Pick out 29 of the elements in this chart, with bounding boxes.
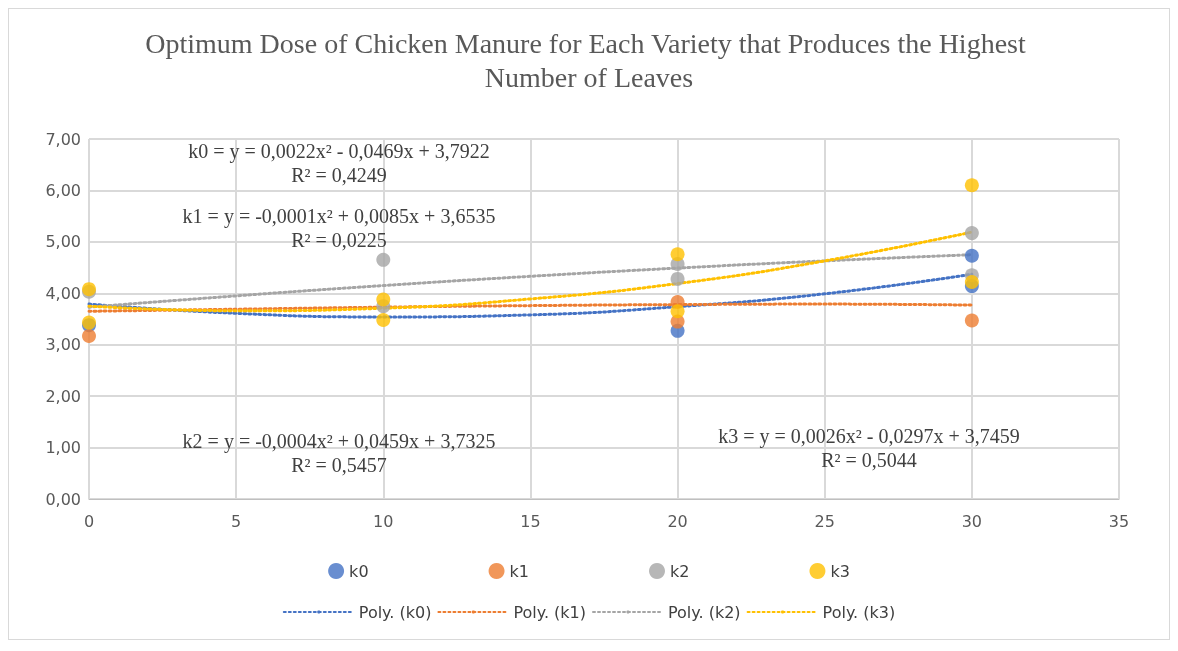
annotation: k3 = y = 0,0026x² - 0,0297x + 3,7459 R² = 0,5044 bbox=[718, 425, 1020, 471]
legend-label: k1 bbox=[509, 561, 530, 581]
legend-label: Poly. (k3) bbox=[822, 602, 896, 622]
annotation: k1 = y = -0,0001x² + 0,0085x + 3,6535 R² = 0,0225 bbox=[182, 205, 496, 251]
y-tick-label: 4,00 bbox=[45, 283, 81, 303]
legend-label: k2 bbox=[670, 561, 690, 581]
y-tick-label: 3,00 bbox=[45, 335, 81, 355]
x-tick-label: 30 bbox=[961, 511, 983, 531]
x-tick-label: 5 bbox=[231, 511, 242, 531]
y-tick-label: 6,00 bbox=[45, 180, 81, 200]
x-tick-label: 25 bbox=[814, 511, 835, 531]
y-tick-label: 7,00 bbox=[45, 129, 81, 149]
y-tick-label: 1,00 bbox=[45, 438, 81, 458]
x-tick-label: 0 bbox=[83, 511, 95, 531]
y-tick-label: 2,00 bbox=[45, 386, 81, 406]
annotation: k2 = y = -0,0004x² + 0,0459x + 3,7325 R² = 0,5457 bbox=[182, 430, 496, 476]
legend-label: k3 bbox=[830, 561, 850, 581]
legend-label: k0 bbox=[349, 561, 369, 581]
x-tick-label: 20 bbox=[667, 511, 688, 531]
x-tick-label: 10 bbox=[373, 511, 394, 531]
chart-title: Optimum Dose of Chicken Manure for Each Variety that Produces the Highest Number of Leaves bbox=[145, 27, 1033, 93]
y-tick-label: 5,00 bbox=[45, 232, 81, 252]
annotation: k0 = y = 0,0022x² - 0,0469x + 3,7922 R² = 0,4249 bbox=[188, 140, 490, 186]
x-tick-label: 15 bbox=[520, 511, 541, 531]
y-tick-label: 0,00 bbox=[45, 489, 81, 509]
x-tick-label: 35 bbox=[1108, 511, 1130, 531]
legend-label: Poly. (k1) bbox=[513, 602, 587, 622]
legend-label: Poly. (k0) bbox=[358, 602, 432, 622]
legend-label: Poly. (k2) bbox=[668, 602, 741, 622]
